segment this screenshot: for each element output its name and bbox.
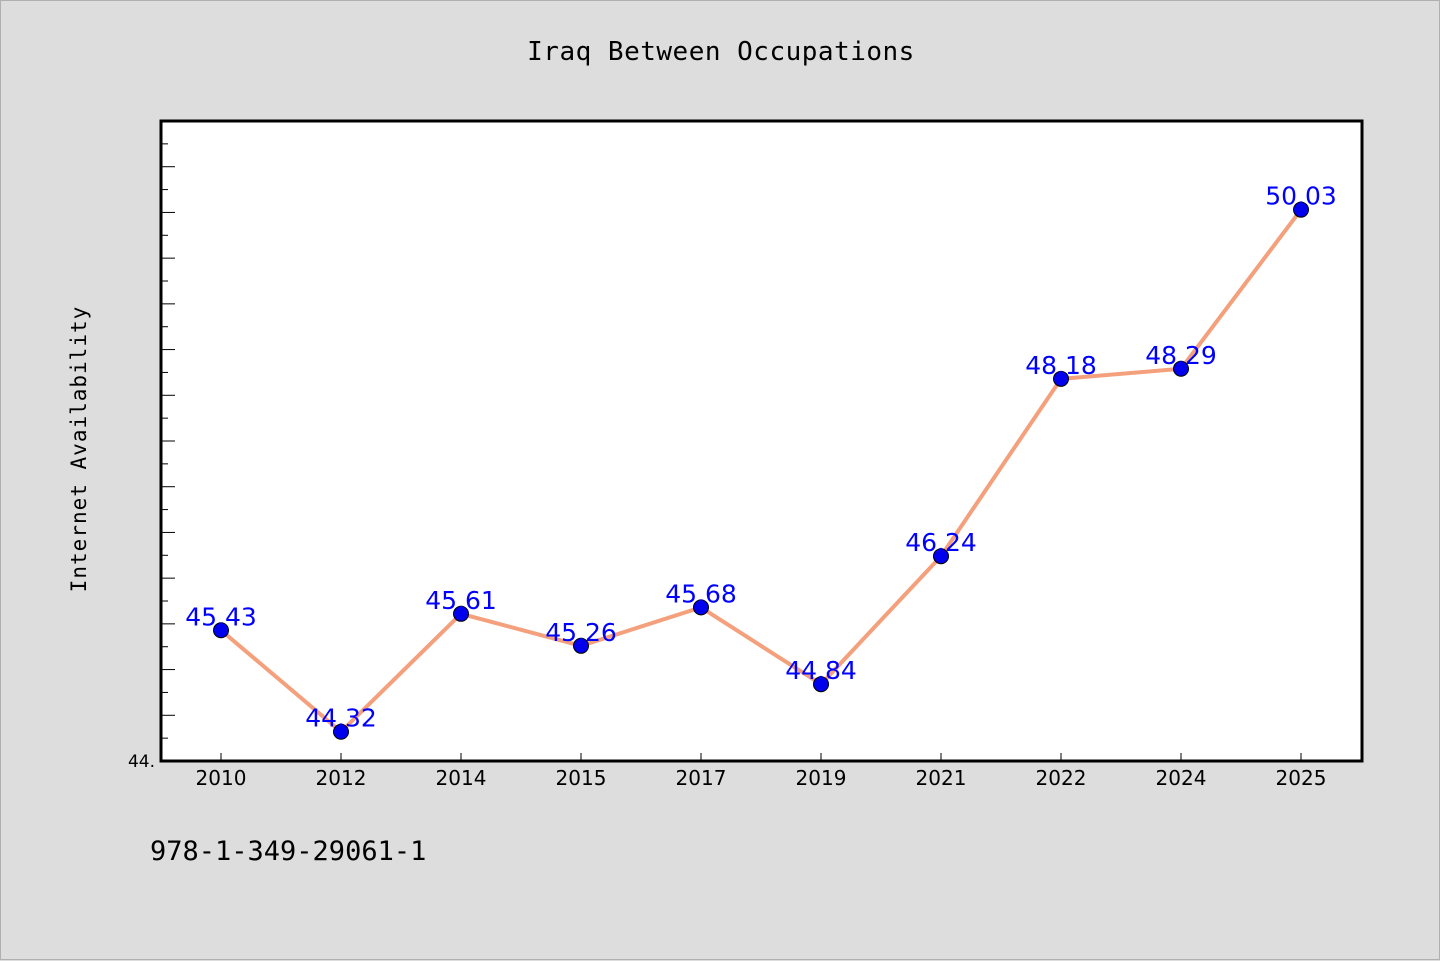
data-point <box>1173 360 1189 377</box>
chart-title: Iraq Between Occupations <box>527 37 915 67</box>
x-tick-label: 2025 <box>1276 766 1327 790</box>
data-point <box>813 676 829 693</box>
footer-code: 978-1-349-29061-1 <box>150 836 427 867</box>
data-label: 45.26 <box>545 618 617 647</box>
x-tick-label: 2017 <box>676 766 727 790</box>
data-label: 44.32 <box>305 704 377 733</box>
data-label: 45.43 <box>185 602 257 631</box>
x-tick-label: 2024 <box>1156 766 1207 790</box>
data-point <box>333 723 349 740</box>
x-tick-label: 2021 <box>916 766 967 790</box>
data-label: 48.18 <box>1025 351 1097 380</box>
y-tick-label: 44. <box>128 752 155 772</box>
data-label: 45.68 <box>665 579 737 608</box>
series-line <box>219 207 1303 734</box>
data-label: 48.29 <box>1145 341 1217 370</box>
x-tick-label: 2014 <box>436 766 487 790</box>
x-tick-label: 2015 <box>556 766 607 790</box>
data-point <box>1293 201 1309 218</box>
y-axis-ticks: 44. <box>128 120 175 772</box>
data-point <box>693 599 709 616</box>
x-tick-label: 2012 <box>316 766 367 790</box>
data-point <box>573 637 589 654</box>
data-label: 50.03 <box>1265 182 1337 211</box>
data-label: 46.24 <box>905 528 977 557</box>
plot-area <box>159 119 1364 763</box>
data-point <box>453 605 469 622</box>
x-tick-label: 2022 <box>1036 766 1087 790</box>
data-point <box>213 622 229 639</box>
data-labels-group: 45.43 44.32 45.61 45.26 45.68 44.84 46.24 48.18… <box>185 182 1337 733</box>
x-tick-label: 2010 <box>196 766 247 790</box>
data-label: 45.61 <box>425 586 497 615</box>
x-tick-label: 2019 <box>796 766 847 790</box>
data-point <box>1053 370 1069 387</box>
series-group <box>213 201 1309 740</box>
data-point <box>933 548 949 565</box>
x-axis-ticks: 2010 2012 2014 2015 2017 2019 2021 2022 2024 2025 <box>196 753 1327 790</box>
data-label: 44.84 <box>785 656 857 685</box>
